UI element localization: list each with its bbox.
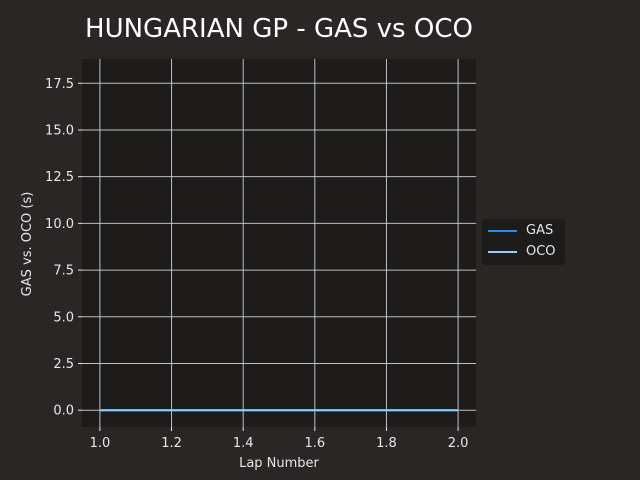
legend-swatch-gas xyxy=(488,230,517,232)
x-tick-label-4: 1.8 xyxy=(376,436,397,451)
x-tick-label-3: 1.6 xyxy=(304,436,325,451)
legend-item-oco: OCO xyxy=(488,244,556,260)
x-tick-label-1: 1.2 xyxy=(161,436,182,451)
y-tick-label-4: 10.0 xyxy=(45,217,74,232)
y-tick-label-0: 0.0 xyxy=(53,404,74,419)
legend-swatch-oco xyxy=(488,251,517,253)
legend-label-oco: OCO xyxy=(526,244,556,259)
x-axis-label: Lap Number xyxy=(239,456,319,471)
plot-area xyxy=(82,59,476,427)
legend-label-gas: GAS xyxy=(526,223,554,238)
y-tick-label-5: 12.5 xyxy=(45,170,74,185)
y-axis-label: GAS vs. OCO (s) xyxy=(20,192,35,297)
y-tick-label-7: 17.5 xyxy=(45,77,74,92)
chart-legend: GAS OCO xyxy=(482,219,565,265)
legend-item-gas: GAS xyxy=(488,223,553,239)
y-tick-label-1: 2.5 xyxy=(53,357,74,372)
x-tick-label-0: 1.0 xyxy=(90,436,111,451)
chart-title: HUNGARIAN GP - GAS vs OCO xyxy=(85,14,473,44)
x-tick-label-2: 1.4 xyxy=(233,436,254,451)
y-tick-label-6: 15.0 xyxy=(45,123,74,138)
y-tick-label-2: 5.0 xyxy=(53,310,74,325)
x-tick-label-5: 2.0 xyxy=(448,436,469,451)
y-tick-label-3: 7.5 xyxy=(53,264,74,279)
